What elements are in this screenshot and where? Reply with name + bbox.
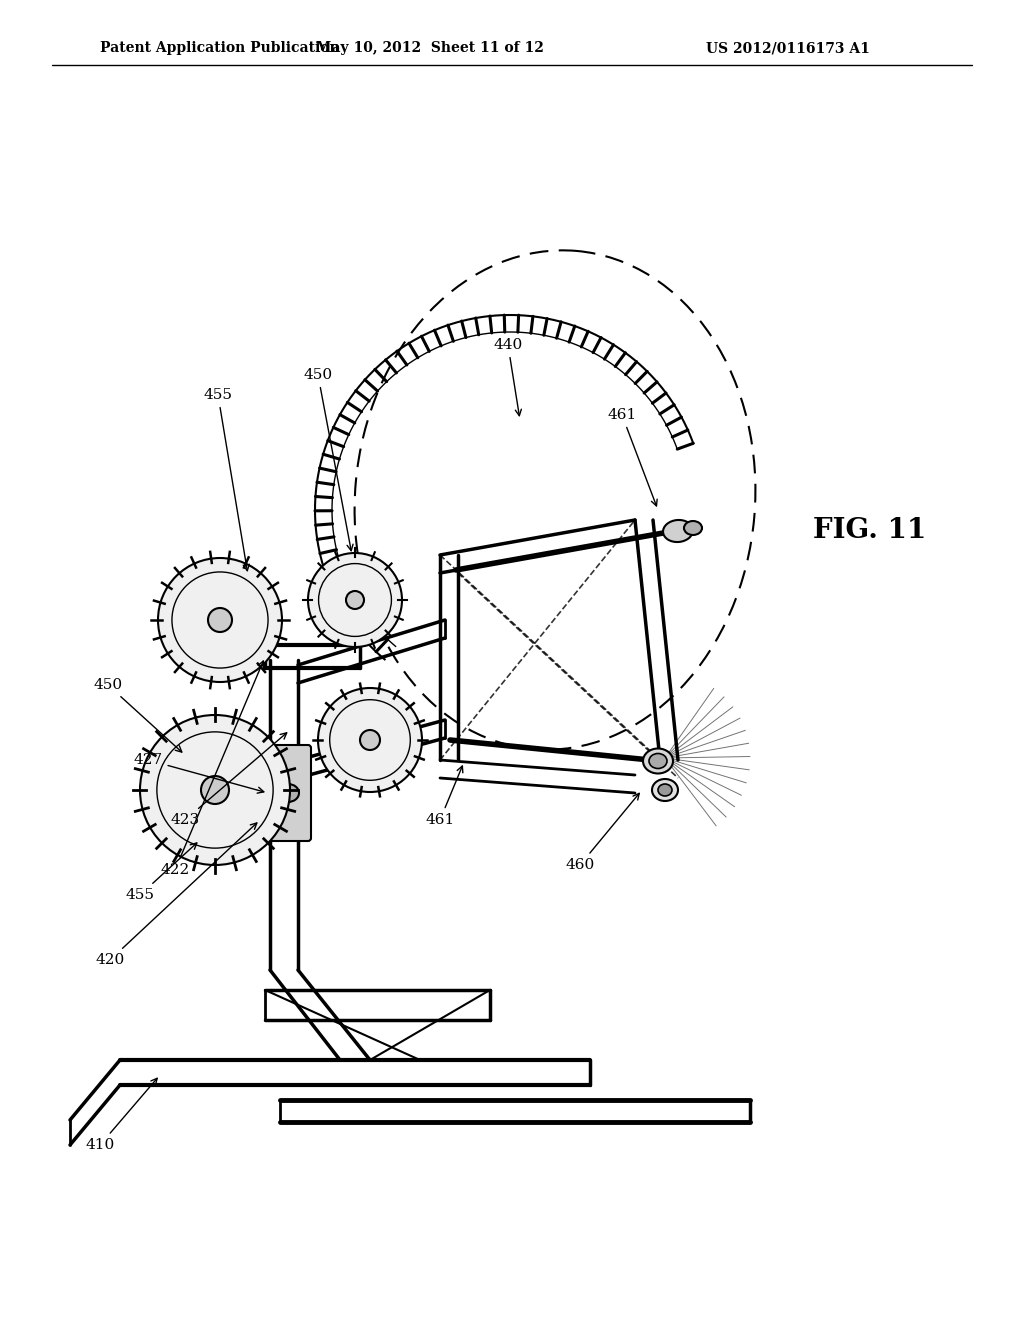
Text: 440: 440 — [494, 338, 522, 416]
Text: 455: 455 — [126, 843, 197, 902]
Ellipse shape — [649, 754, 667, 768]
Ellipse shape — [346, 591, 364, 609]
Text: 410: 410 — [85, 1078, 157, 1152]
Text: Patent Application Publication: Patent Application Publication — [100, 41, 340, 55]
Ellipse shape — [140, 715, 290, 865]
Ellipse shape — [658, 784, 672, 796]
Text: May 10, 2012  Sheet 11 of 12: May 10, 2012 Sheet 11 of 12 — [316, 41, 544, 55]
Text: 420: 420 — [95, 822, 257, 968]
Text: FIG. 11: FIG. 11 — [813, 516, 927, 544]
Text: 422: 422 — [161, 661, 264, 876]
Text: 450: 450 — [93, 678, 182, 752]
Ellipse shape — [684, 521, 702, 535]
Text: US 2012/0116173 A1: US 2012/0116173 A1 — [707, 41, 870, 55]
Ellipse shape — [652, 779, 678, 801]
Ellipse shape — [318, 688, 422, 792]
Text: 423: 423 — [170, 733, 287, 828]
Text: 461: 461 — [425, 766, 463, 828]
Text: 460: 460 — [565, 793, 639, 873]
Text: 461: 461 — [607, 408, 657, 506]
FancyBboxPatch shape — [265, 744, 311, 841]
Ellipse shape — [308, 553, 402, 647]
Text: 450: 450 — [303, 368, 353, 550]
Ellipse shape — [663, 520, 693, 543]
Text: 427: 427 — [133, 752, 264, 793]
Ellipse shape — [643, 748, 673, 774]
Ellipse shape — [278, 784, 299, 803]
Ellipse shape — [360, 730, 380, 750]
Text: 455: 455 — [204, 388, 249, 570]
Ellipse shape — [208, 609, 232, 632]
Ellipse shape — [201, 776, 229, 804]
Ellipse shape — [158, 558, 282, 682]
